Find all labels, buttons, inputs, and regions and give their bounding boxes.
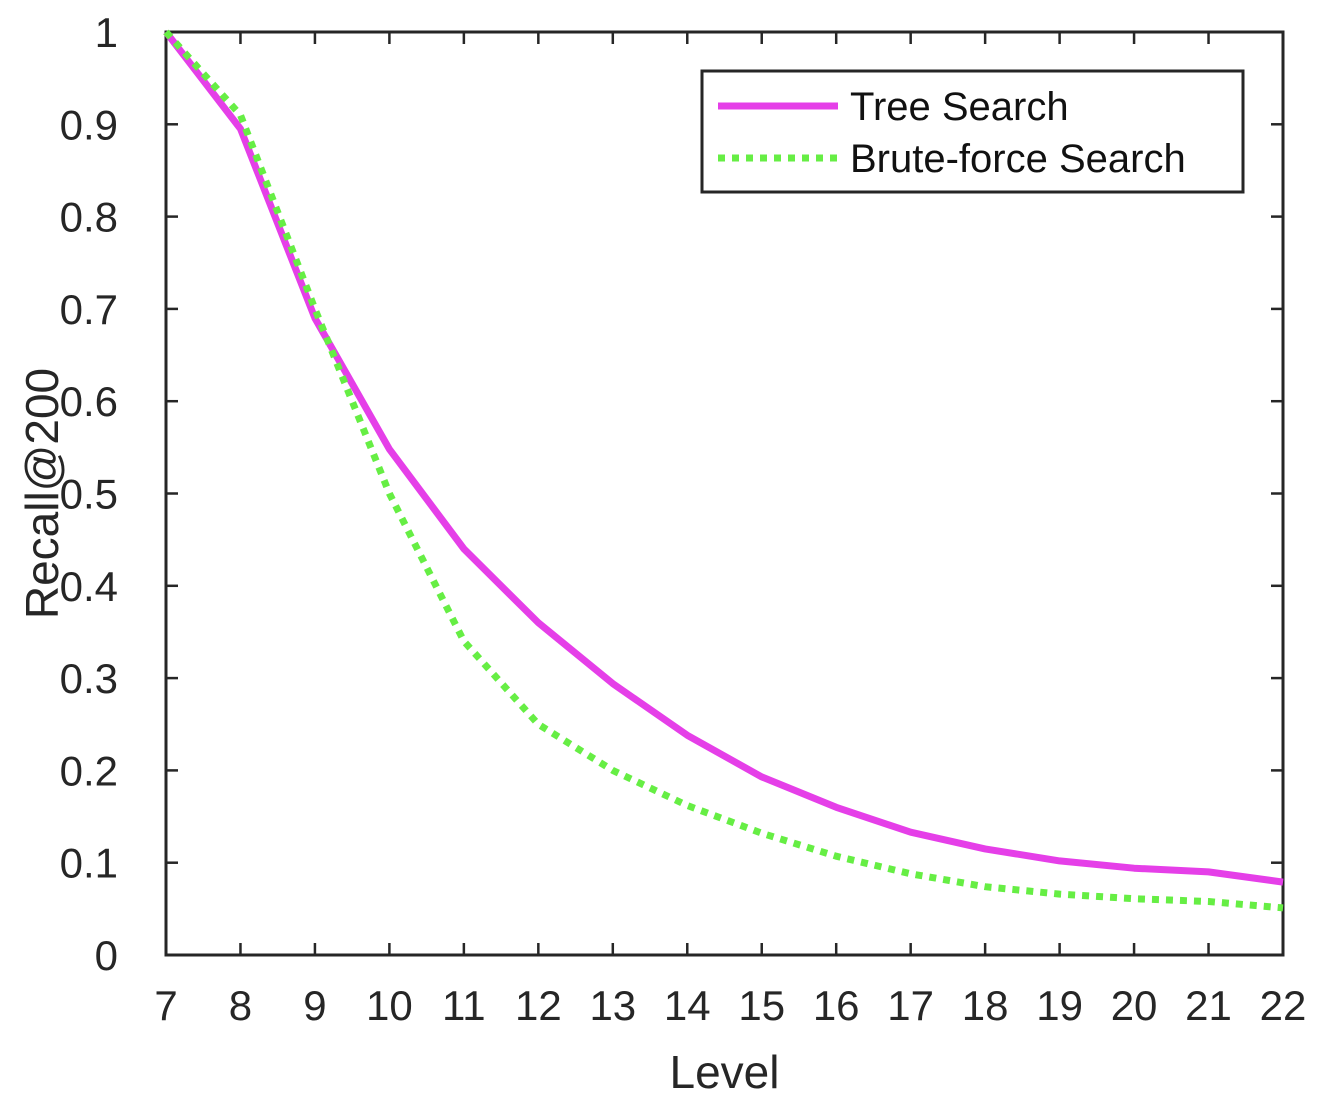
x-tick-label: 9 <box>303 982 326 1029</box>
y-tick-label: 0.5 <box>60 471 118 518</box>
legend: Tree Search Brute-force Search <box>700 69 1245 194</box>
legend-label-brute-force-search: Brute-force Search <box>850 137 1186 181</box>
y-tick-label: 0.6 <box>60 378 118 425</box>
y-tick-label: 1 <box>95 9 118 56</box>
x-tick-label: 14 <box>664 982 711 1029</box>
series-line-tree-search <box>163 29 1284 886</box>
y-tick-label: 0.8 <box>60 194 118 241</box>
x-tick-label: 10 <box>366 982 413 1029</box>
series-lines <box>163 29 1284 912</box>
y-tick-label: 0.3 <box>60 655 118 702</box>
y-tick-label: 0.9 <box>60 101 118 148</box>
y-axis-title: Recall@200 <box>16 368 68 619</box>
legend-label-tree-search: Tree Search <box>850 85 1069 129</box>
x-tick-label: 13 <box>589 982 636 1029</box>
y-tick-label: 0.4 <box>60 563 118 610</box>
tick-labels: 7 8 9 10 11 12 13 14 15 16 17 18 19 20 21 22 0 0.1 0.2 0.3 0… <box>60 9 1307 1029</box>
legend-box <box>700 69 1245 194</box>
x-axis-title: Level <box>670 1046 780 1098</box>
x-tick-label: 16 <box>813 982 860 1029</box>
x-tick-label: 15 <box>738 982 785 1029</box>
x-tick-label: 22 <box>1260 982 1307 1029</box>
x-tick-label: 17 <box>887 982 934 1029</box>
axes <box>164 30 1285 957</box>
x-tick-label: 7 <box>154 982 177 1029</box>
x-tick-label: 21 <box>1185 982 1232 1029</box>
y-tick-label: 0.7 <box>60 286 118 333</box>
x-tick-label: 12 <box>515 982 562 1029</box>
y-tick-label: 0.1 <box>60 840 118 887</box>
x-tick-label: 20 <box>1111 982 1158 1029</box>
series-line-brute-force-search <box>163 29 1284 912</box>
y-tick-label: 0 <box>95 932 118 979</box>
x-tick-label: 8 <box>229 982 252 1029</box>
y-tick-label: 0.2 <box>60 747 118 794</box>
x-tick-label: 11 <box>442 982 486 1029</box>
x-tick-label: 19 <box>1036 982 1083 1029</box>
x-tick-label: 18 <box>962 982 1009 1029</box>
